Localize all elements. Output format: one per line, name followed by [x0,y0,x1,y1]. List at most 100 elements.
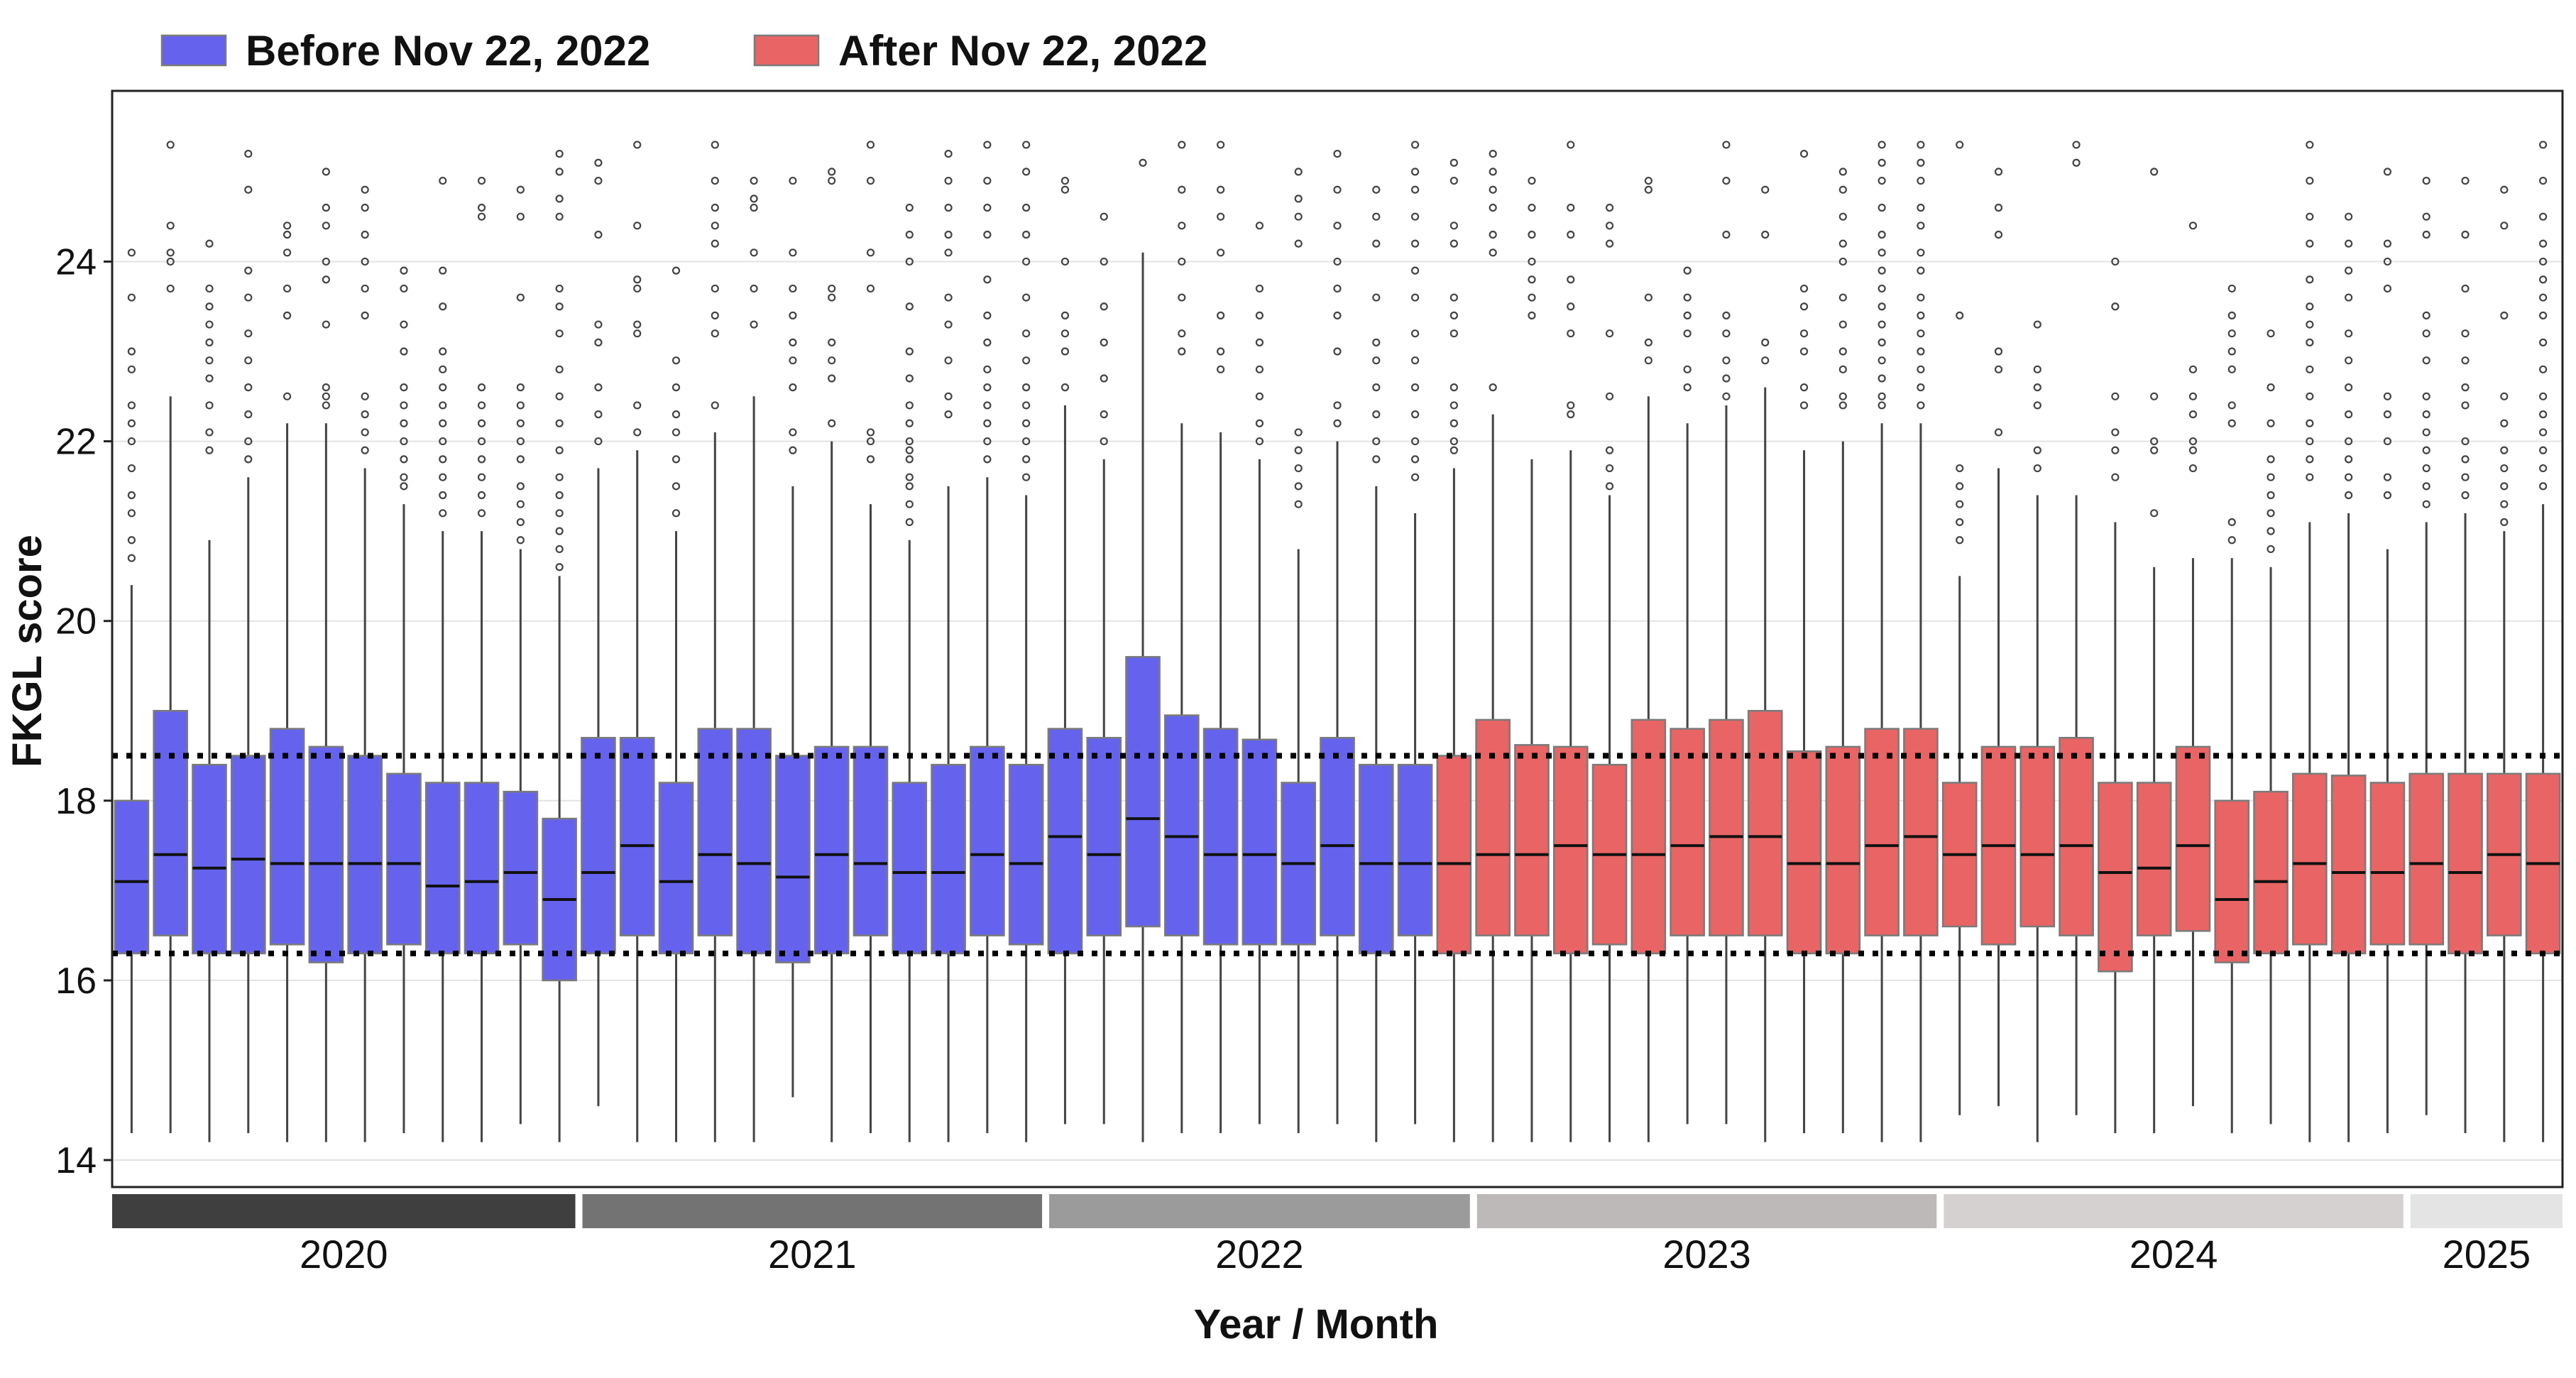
outlier-point [983,365,992,373]
outlier-point [1683,383,1692,392]
outlier-point [1722,311,1731,319]
outlier-point [1217,365,1225,373]
outlier-point [1489,203,1497,212]
outlier-point [1878,230,1886,239]
outlier-point [2383,257,2392,266]
outlier-point [983,141,992,149]
box-2020-05 [269,222,305,1142]
outlier-point [2306,302,2314,311]
year-band-2023: 2023 [1476,1194,1937,1276]
outlier-point [1838,185,1847,194]
outlier-point [439,302,447,311]
outlier-point [1217,347,1225,356]
outlier-point [1605,239,1614,248]
outlier-point [2500,392,2509,400]
box-2024-07 [2214,284,2250,1134]
outlier-point [1178,347,1186,356]
outlier-point [1605,222,1614,230]
outlier-point [905,500,914,508]
outlier-point [1994,347,2003,356]
box-body [1747,709,1783,936]
box-2024-10 [2330,212,2367,1142]
outlier-point [400,455,408,464]
outlier-point [361,428,369,437]
outlier-point [166,222,175,230]
outlier-point [2500,446,2509,454]
y-axis: 14 16 18 20 22 24 [55,241,112,1181]
outlier-point [322,383,330,392]
outlier-point [633,401,642,410]
legend-item-after: After Nov 22, 2022 [753,27,1207,75]
box-2023-04 [1630,176,1667,1142]
box-2020-03 [192,239,227,1142]
outlier-point [594,338,603,346]
outlier-point [2383,437,2392,446]
outlier-point [477,491,486,500]
outlier-point [828,168,836,176]
outlier-point [205,446,214,454]
outlier-point [983,338,992,346]
outlier-point [244,455,253,464]
outlier-point [1449,446,1458,454]
outlier-point [1449,311,1458,319]
box-body [2098,782,2133,973]
outlier-point [1022,455,1031,464]
outlier-point [1217,212,1225,221]
outlier-point [555,149,564,158]
outlier-point [2461,491,2470,500]
outlier-point [439,455,447,464]
outlier-point [672,383,681,392]
outlier-point [1372,185,1381,194]
outlier-point [1333,347,1342,356]
reference-lines [112,753,2563,956]
box-2023-08 [1786,149,1822,1134]
outlier-point [166,248,175,257]
outlier-point [2033,320,2041,329]
outlier-point [2150,437,2159,446]
box-body [2408,772,2445,946]
outlier-point [400,347,408,356]
y-tick-label: 14 [55,1140,97,1181]
outlier-point [750,195,758,203]
outlier-point [1683,266,1692,275]
outlier-point [1917,176,1925,185]
box-2020-04 [230,149,266,1134]
outlier-point [1838,212,1847,221]
outlier-point [1372,239,1381,248]
outlier-point [789,338,797,346]
outlier-point [866,437,875,446]
outlier-point [983,401,992,410]
outlier-point [789,284,797,293]
outlier-point [1917,383,1925,392]
outlier-point [1217,185,1225,194]
box-body [503,790,539,946]
box-2020-11 [503,185,539,1125]
box-2020-09 [424,176,461,1142]
year-band-2020: 2020 [112,1194,576,1276]
box-2022-08 [1320,149,1355,1125]
outlier-point [594,158,603,167]
outlier-point [127,248,136,257]
box-2024-01 [1980,168,2017,1107]
outlier-point [400,266,408,275]
outlier-point [1838,365,1847,373]
outlier-point [516,419,525,427]
box-body [1242,738,1278,946]
outlier-point [2033,401,2041,410]
outlier-point [1956,518,1964,527]
box-body [1047,728,1083,955]
outlier-point [711,329,719,338]
outlier-point [2422,464,2430,473]
box-2023-05 [1670,266,1705,1125]
outlier-point [400,284,408,293]
outlier-point [1372,212,1381,221]
outlier-point [127,401,136,410]
outlier-point [555,302,564,311]
outlier-point [1255,222,1264,230]
box-2021-05 [736,176,772,1142]
outlier-point [205,338,214,346]
box-2022-07 [1281,168,1317,1134]
outlier-point [750,203,758,212]
outlier-point [905,401,914,410]
outlier-point [2422,356,2430,365]
